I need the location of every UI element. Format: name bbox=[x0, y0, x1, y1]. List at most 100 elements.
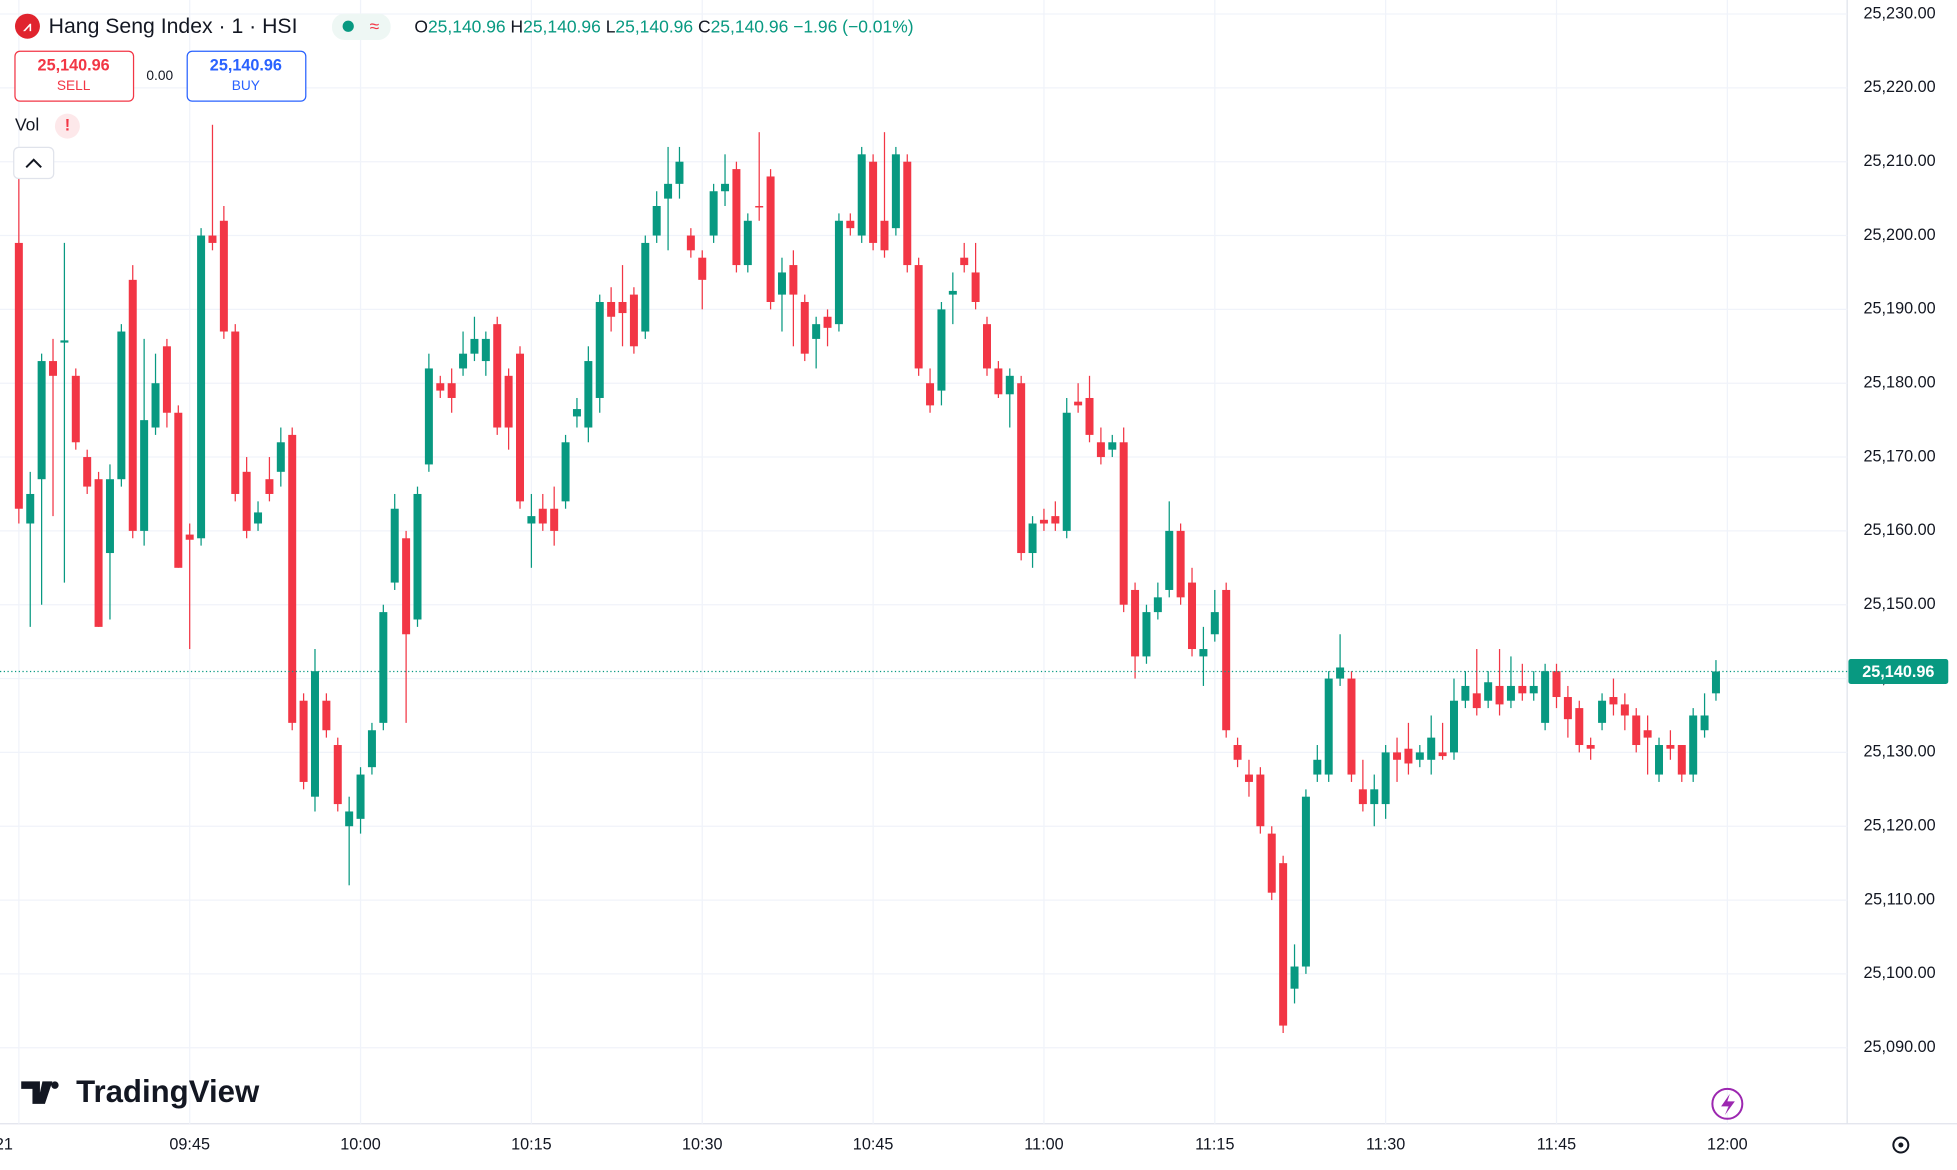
candle-body bbox=[1404, 748, 1413, 764]
candle-body bbox=[641, 242, 650, 332]
candle-body bbox=[857, 154, 866, 236]
candle-body bbox=[174, 412, 183, 568]
candle-body bbox=[1506, 685, 1515, 701]
volume-warning-bg[interactable] bbox=[54, 113, 80, 139]
candle-body bbox=[1074, 401, 1083, 406]
high-label: H bbox=[511, 16, 524, 36]
candle-body bbox=[675, 161, 684, 184]
collapse-button[interactable] bbox=[13, 146, 55, 180]
quick-action-button[interactable] bbox=[1711, 1087, 1744, 1120]
candle-body bbox=[49, 361, 58, 376]
low-label: L bbox=[606, 16, 616, 36]
candle-body bbox=[527, 516, 536, 524]
candle-body bbox=[561, 442, 570, 502]
buy-price: 25,140.96 bbox=[210, 56, 282, 74]
candle-body bbox=[71, 375, 80, 443]
candle-body bbox=[162, 346, 171, 413]
candle-body bbox=[1552, 671, 1561, 698]
symbol-title[interactable]: Hang Seng Index · 1 · HSI bbox=[49, 15, 298, 38]
candle-body bbox=[1028, 523, 1037, 554]
candles: 25,140.96 bbox=[0, 124, 1949, 1033]
candle-body bbox=[1518, 685, 1527, 694]
candle-body bbox=[1233, 745, 1242, 760]
close-value: 25,140.96 bbox=[711, 16, 789, 36]
candle-body bbox=[208, 235, 217, 243]
candle-body bbox=[1449, 700, 1458, 753]
candle-body bbox=[356, 774, 365, 819]
low-value: 25,140.96 bbox=[615, 16, 693, 36]
candle-body bbox=[1039, 519, 1048, 524]
candle-body bbox=[800, 301, 809, 354]
x-tick-label: 11:45 bbox=[1537, 1135, 1576, 1153]
candle-body bbox=[1575, 708, 1584, 746]
y-tick-label: 25,200.00 bbox=[1864, 226, 1936, 244]
change-value: −1.96 (−0.01%) bbox=[793, 16, 913, 36]
candle-body bbox=[276, 442, 285, 472]
candle-body bbox=[1108, 442, 1117, 450]
candle-body bbox=[732, 169, 741, 266]
candle-body bbox=[390, 508, 399, 583]
candle-body bbox=[1700, 715, 1709, 731]
candle-body bbox=[971, 272, 980, 302]
branding[interactable]: TradingView bbox=[76, 1074, 260, 1109]
candle-body bbox=[151, 383, 160, 428]
candle-body bbox=[1347, 678, 1356, 775]
candle-body bbox=[1279, 863, 1288, 1026]
candle-body bbox=[459, 353, 468, 369]
status-pill[interactable] bbox=[331, 13, 391, 40]
y-tick-label: 25,220.00 bbox=[1864, 78, 1936, 96]
candle-body bbox=[584, 361, 593, 428]
candle-body bbox=[1541, 671, 1550, 723]
candle-body bbox=[743, 220, 752, 266]
x-tick-label: 10:45 bbox=[853, 1135, 894, 1153]
candle-body bbox=[1529, 685, 1538, 694]
volume-label[interactable]: Vol bbox=[15, 115, 39, 135]
candle-body bbox=[834, 220, 843, 325]
candle-body bbox=[812, 324, 821, 339]
candle-body bbox=[14, 242, 23, 509]
candle-body bbox=[538, 508, 547, 524]
settings-button[interactable] bbox=[1892, 1136, 1910, 1154]
candle-body bbox=[402, 538, 411, 635]
sell-button[interactable] bbox=[14, 50, 135, 102]
candle-body bbox=[709, 191, 718, 236]
candle-body bbox=[1017, 383, 1026, 554]
candle-body bbox=[1438, 752, 1447, 757]
candle-body bbox=[572, 409, 581, 417]
candle-body bbox=[994, 368, 1003, 395]
y-tick-label: 25,100.00 bbox=[1864, 964, 1936, 982]
candle-body bbox=[1210, 612, 1219, 635]
candle-body bbox=[1290, 966, 1299, 989]
candle-body bbox=[288, 434, 297, 723]
x-tick-label: 09:45 bbox=[169, 1135, 210, 1153]
candle-body bbox=[1620, 704, 1629, 716]
last-price-label: 25,140.96 bbox=[1862, 663, 1934, 681]
candle-body bbox=[1051, 516, 1060, 524]
candle-body bbox=[1131, 589, 1140, 657]
candle-body bbox=[117, 331, 126, 480]
symbol-logo bbox=[14, 13, 40, 39]
settings-icon bbox=[1898, 1142, 1904, 1148]
candle-body bbox=[1096, 442, 1105, 458]
candle-body bbox=[1598, 700, 1607, 723]
x-tick-label: 10:00 bbox=[340, 1135, 381, 1153]
candle-body bbox=[766, 176, 775, 302]
candle-body bbox=[436, 383, 445, 391]
candle-body bbox=[105, 479, 114, 554]
candle-body bbox=[310, 671, 319, 797]
y-tick-label: 25,130.00 bbox=[1864, 743, 1936, 761]
candle-body bbox=[777, 272, 786, 295]
candle-body bbox=[1199, 649, 1208, 657]
candle-body bbox=[83, 457, 92, 487]
candle-body bbox=[1358, 789, 1367, 805]
ohlc-legend: O25,140.96 H25,140.96 L25,140.96 C25,140… bbox=[414, 16, 913, 36]
candle-body bbox=[185, 534, 194, 540]
candle-body bbox=[1301, 796, 1310, 967]
open-value: 25,140.96 bbox=[428, 16, 506, 36]
candle-body bbox=[516, 353, 525, 502]
buy-button[interactable] bbox=[186, 50, 307, 102]
candle-body bbox=[698, 257, 707, 280]
x-tick-label: 11:15 bbox=[1195, 1135, 1234, 1153]
y-tick-label: 25,090.00 bbox=[1864, 1038, 1936, 1056]
